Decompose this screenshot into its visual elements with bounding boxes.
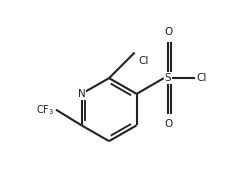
Text: Cl: Cl [138,56,148,66]
Text: CF$_3$: CF$_3$ [36,103,54,116]
Text: N: N [77,89,85,99]
Text: O: O [163,27,171,37]
Text: S: S [164,73,171,83]
Text: O: O [163,120,171,130]
Text: Cl: Cl [196,73,206,83]
